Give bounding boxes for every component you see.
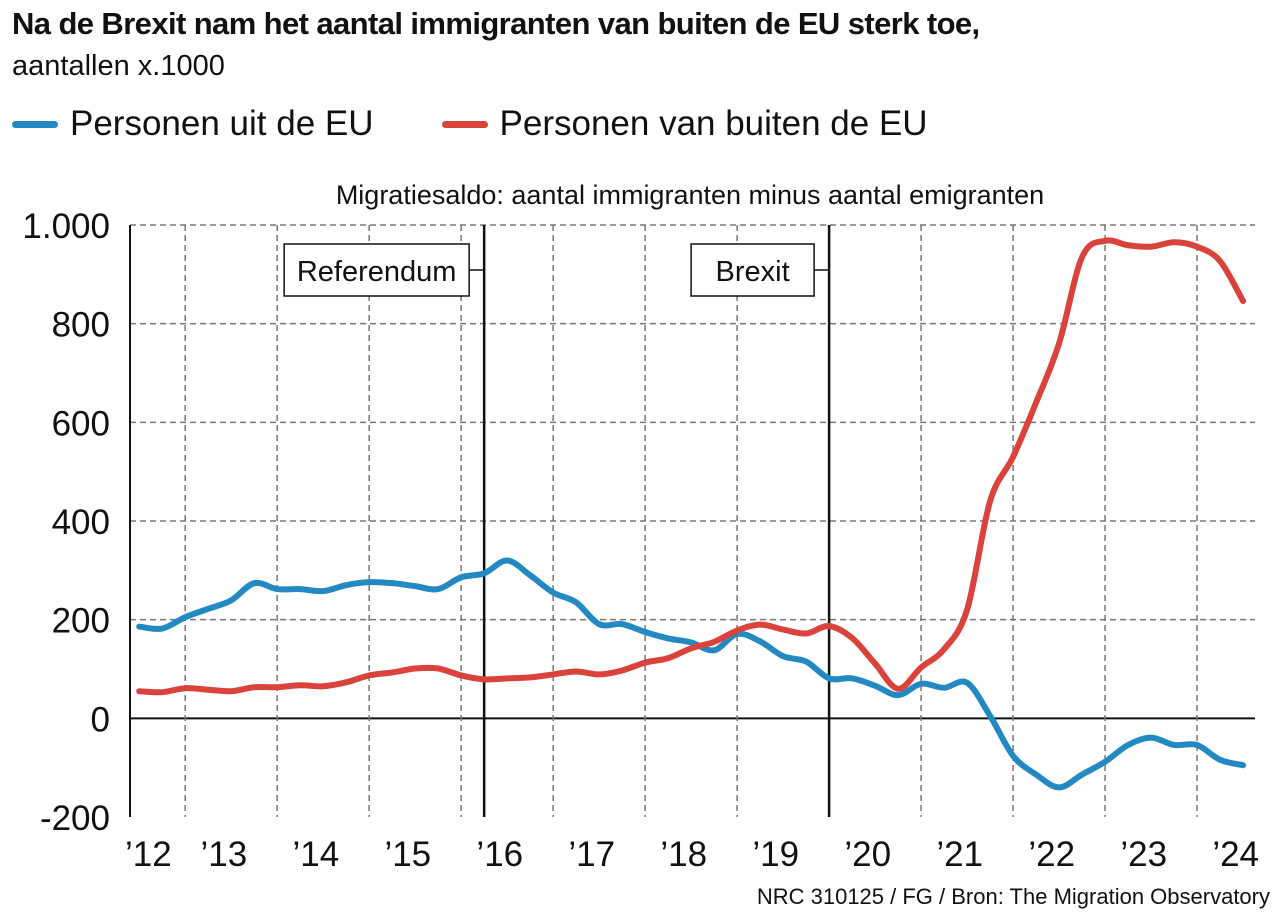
x-tick-label: ’12 bbox=[125, 835, 172, 874]
legend-swatch-non-eu bbox=[441, 120, 488, 128]
y-tick-label: 800 bbox=[52, 306, 110, 345]
legend-label-non-eu: Personen van buiten de EU bbox=[499, 104, 928, 143]
x-tick-label: ’15 bbox=[384, 835, 431, 874]
source-note: NRC 310125 / FG / Bron: The Migration Ob… bbox=[756, 884, 1270, 909]
x-tick-label: ’17 bbox=[568, 835, 615, 874]
x-tick-label: ’20 bbox=[844, 835, 891, 874]
y-tick-label: 1.000 bbox=[22, 207, 110, 246]
x-tick-label: ’16 bbox=[476, 835, 523, 874]
legend-label-eu: Personen uit de EU bbox=[70, 104, 374, 143]
y-tick-label: -200 bbox=[40, 799, 110, 838]
chart-subtitle: aantallen x.1000 bbox=[12, 50, 225, 82]
series-line-eu bbox=[136, 557, 1247, 791]
legend-item-eu: Personen uit de EU bbox=[12, 104, 374, 144]
y-tick-label: 200 bbox=[52, 602, 110, 641]
x-tick-label: ’22 bbox=[1028, 835, 1075, 874]
x-tick-label: ’23 bbox=[1120, 835, 1167, 874]
annotation-box bbox=[690, 243, 815, 297]
x-tick-label: ’24 bbox=[1212, 835, 1259, 874]
legend-swatch-eu bbox=[12, 120, 58, 128]
annotation-label: Referendum bbox=[297, 256, 457, 288]
x-tick-label: ’21 bbox=[936, 835, 983, 874]
legend: Personen uit de EU Personen van buiten d… bbox=[12, 104, 996, 144]
x-tick-label: ’14 bbox=[292, 835, 339, 874]
y-tick-label: 600 bbox=[52, 404, 110, 443]
y-tick-label: 0 bbox=[91, 700, 110, 739]
plot-title: Migratiesaldo: aantal immigranten minus … bbox=[336, 180, 1044, 210]
x-tick-label: ’19 bbox=[752, 835, 799, 874]
series-line-non-eu bbox=[136, 237, 1247, 696]
annotation-label: Brexit bbox=[716, 256, 790, 288]
x-tick-label: ’18 bbox=[660, 835, 707, 874]
y-tick-label: 400 bbox=[52, 503, 110, 542]
x-tick-label: ’13 bbox=[200, 835, 247, 874]
legend-item-non-eu: Personen van buiten de EU bbox=[441, 104, 928, 144]
chart-title: Na de Brexit nam het aantal immigranten … bbox=[12, 6, 980, 41]
annotation-box bbox=[283, 243, 470, 297]
